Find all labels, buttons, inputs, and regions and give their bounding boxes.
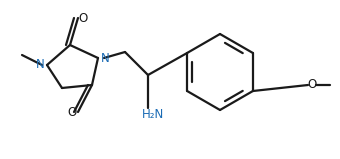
Text: O: O <box>79 11 88 24</box>
Text: O: O <box>307 79 317 91</box>
Text: N: N <box>101 52 109 65</box>
Text: O: O <box>67 106 76 118</box>
Text: N: N <box>36 59 45 72</box>
Text: H₂N: H₂N <box>142 107 164 121</box>
